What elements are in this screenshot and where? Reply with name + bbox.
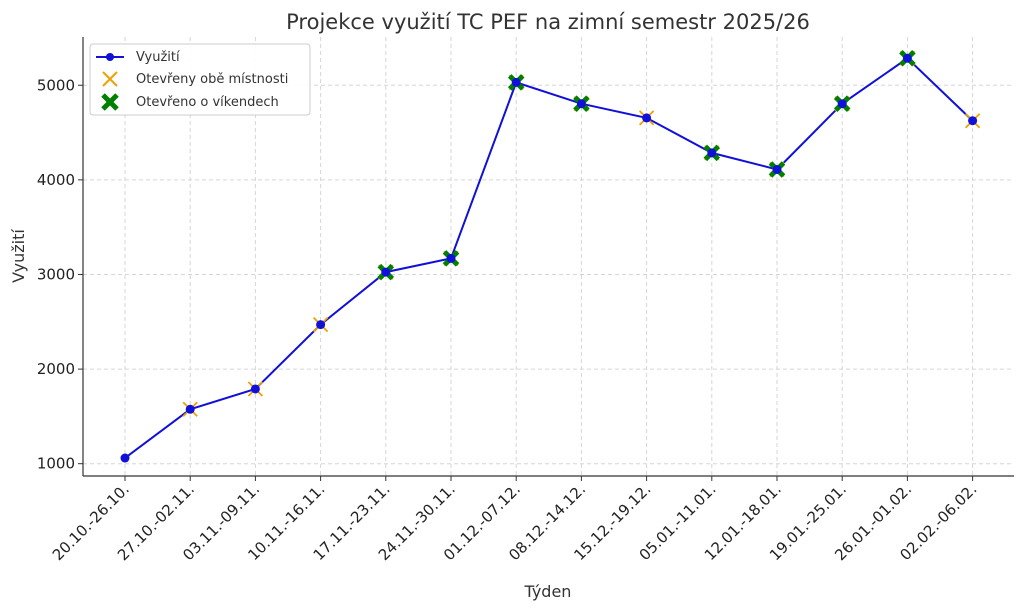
series (120, 50, 981, 463)
y-tick-label: 2000 (37, 360, 75, 378)
legend-item-both-rooms: Otevřeny obě místnosti (102, 71, 288, 87)
usage-point (576, 99, 586, 109)
usage-point (902, 53, 912, 63)
legend: Využití Otevřeny obě místnosti Otevřeno … (89, 43, 311, 116)
y-tick-label: 3000 (37, 265, 75, 283)
legend-filled-x-marker (101, 93, 119, 111)
x-ticks: 20.10.-26.10.27.10.-02.11.03.11.-09.11.1… (49, 476, 980, 564)
usage-point (316, 320, 326, 330)
usage-point (381, 267, 391, 277)
x-axis-label: Týden (524, 582, 572, 601)
legend-x-marker (102, 71, 118, 87)
legend-label-weekends: Otevřeno o víkendech (136, 95, 279, 110)
legend-item-weekends: Otevřeno o víkendech (101, 93, 279, 111)
usage-point (185, 404, 195, 414)
usage-point (968, 116, 978, 126)
usage-point (837, 99, 847, 109)
usage-point (446, 253, 456, 263)
usage-point (772, 164, 782, 174)
y-tick-label: 1000 (37, 455, 75, 473)
legend-circle-marker (106, 53, 114, 61)
usage-point (120, 453, 130, 463)
legend-label-both-rooms: Otevřeny obě místnosti (136, 72, 288, 87)
usage-point (642, 113, 652, 123)
legend-box (89, 43, 311, 116)
chart-title: Projekce využití TC PEF na zimní semestr… (286, 10, 810, 34)
axes (82, 37, 1014, 477)
series-line-usage (124, 56, 974, 459)
y-axis-label: Využití (9, 229, 28, 283)
usage-point (707, 148, 717, 158)
legend-label-usage: Využití (136, 50, 180, 65)
usage-point (511, 77, 521, 87)
grid (83, 37, 1014, 476)
y-tick-label: 4000 (37, 171, 75, 189)
y-ticks: 1000 2000 3000 4000 5000 (37, 76, 83, 473)
legend-item-usage: Využití (96, 50, 180, 65)
y-tick-label: 5000 (37, 76, 75, 94)
usage-point (250, 384, 260, 394)
